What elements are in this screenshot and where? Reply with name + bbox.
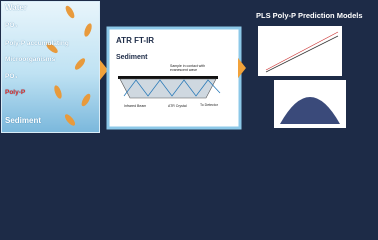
sample bbox=[118, 76, 218, 79]
atr-crystal bbox=[119, 78, 217, 99]
label: Water bbox=[5, 3, 27, 12]
arrow bbox=[238, 58, 246, 78]
thumbnail-shape bbox=[280, 97, 340, 124]
diagram-label: To Detector bbox=[200, 103, 218, 107]
diagram-label: Infrared Beam bbox=[124, 104, 147, 108]
beam-path bbox=[123, 79, 221, 97]
diagram-label: ATR Crystal bbox=[168, 104, 187, 108]
right-title: PLS Poly-P Prediction Models bbox=[256, 11, 363, 20]
middle-subtitle: Sediment bbox=[116, 54, 148, 61]
label: Sediment bbox=[5, 116, 42, 125]
arrow bbox=[100, 60, 108, 80]
left-panel bbox=[1, 1, 100, 133]
label: Microorganisms bbox=[5, 56, 56, 63]
label: PO₄ bbox=[5, 22, 18, 29]
thumbnail-line bbox=[265, 35, 339, 73]
graphical-abstract: Water PO₄ Poly-P accumulating Microorgan… bbox=[1, 1, 363, 133]
thumbnail-line bbox=[265, 31, 339, 71]
label: Poly-P accumulating bbox=[5, 40, 69, 47]
scatter-thumbnail bbox=[258, 26, 342, 76]
middle-title: ATR FT-IR bbox=[116, 36, 155, 45]
microorganism-icons bbox=[46, 5, 92, 126]
label: PO₄ bbox=[5, 73, 18, 80]
decoration bbox=[46, 5, 346, 130]
diagram-label: Sample in contact with evanescent wave bbox=[170, 64, 206, 72]
label: Poly-P bbox=[5, 89, 26, 96]
